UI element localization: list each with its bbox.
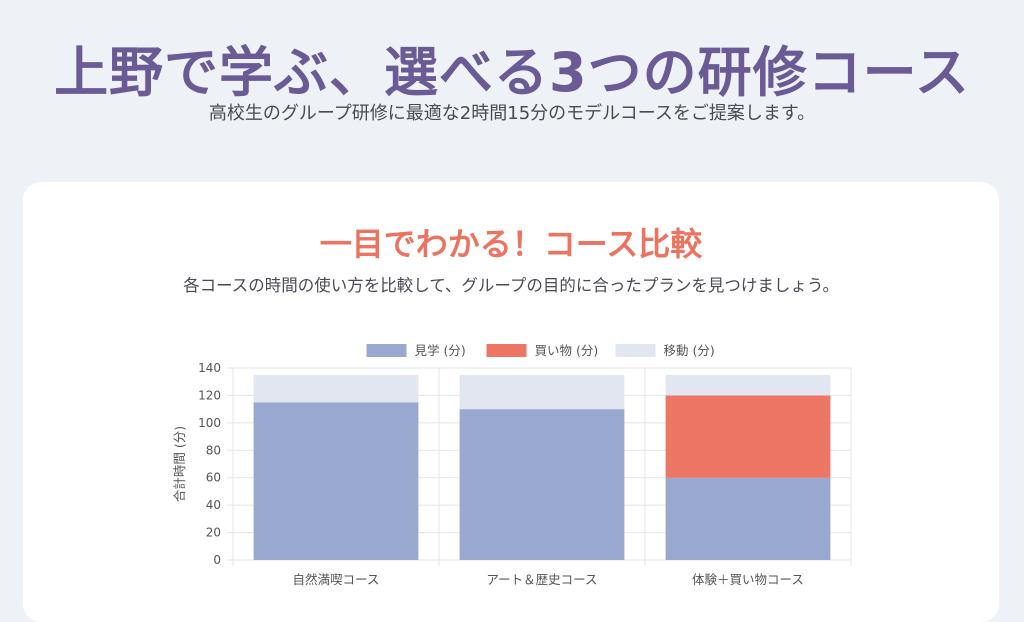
y-tick-label: 20 xyxy=(206,526,221,540)
y-tick-label: 120 xyxy=(198,388,221,402)
bar-segment xyxy=(459,409,625,560)
section-title: 一目でわかる！コース比較 xyxy=(319,225,703,263)
x-tick-label: 自然満喫コース xyxy=(293,572,380,587)
legend-label: 買い物 (分) xyxy=(535,343,599,358)
x-tick-label: アート＆歴史コース xyxy=(486,572,597,587)
y-tick-label: 100 xyxy=(198,416,221,430)
legend-swatch xyxy=(615,344,656,357)
stacked-bar-chart: 0 20 40 60 80 100 120 140 自然満喫コース アート＆歴史コース 体験＋買い物… xyxy=(172,343,852,587)
bar-segment xyxy=(665,477,831,560)
y-tick-label: 140 xyxy=(198,361,221,375)
y-axis-label: 合計時間 (分) xyxy=(172,426,187,502)
y-tick-label: 60 xyxy=(206,471,221,485)
bar-segment xyxy=(665,395,831,478)
legend-label: 移動 (分) xyxy=(664,343,715,358)
section-subtitle: 各コースの時間の使い方を比較して、グループの目的に合ったプランを見つけましょう。 xyxy=(183,276,839,295)
x-tick-label: 体験＋買い物コース xyxy=(692,572,804,587)
legend-label: 見学 (分) xyxy=(415,343,466,358)
legend-swatch xyxy=(486,344,527,357)
bar-segment xyxy=(253,402,419,560)
legend-swatch xyxy=(366,344,407,357)
y-tick-label: 0 xyxy=(213,553,221,567)
page-subtitle: 高校生のグループ研修に最適な2時間15分のモデルコースをご提案します。 xyxy=(208,103,816,124)
y-tick-label: 80 xyxy=(206,443,221,457)
bar-segment xyxy=(665,374,831,396)
bar-segment xyxy=(459,374,625,410)
y-tick-label: 40 xyxy=(206,498,221,512)
bar-segment xyxy=(253,374,419,403)
page-title: 上野で学ぶ、選べる3つの研修コース xyxy=(54,41,970,104)
comparison-card: 一目でわかる！コース比較 各コースの時間の使い方を比較して、グループの目的に合っ… xyxy=(23,182,999,622)
